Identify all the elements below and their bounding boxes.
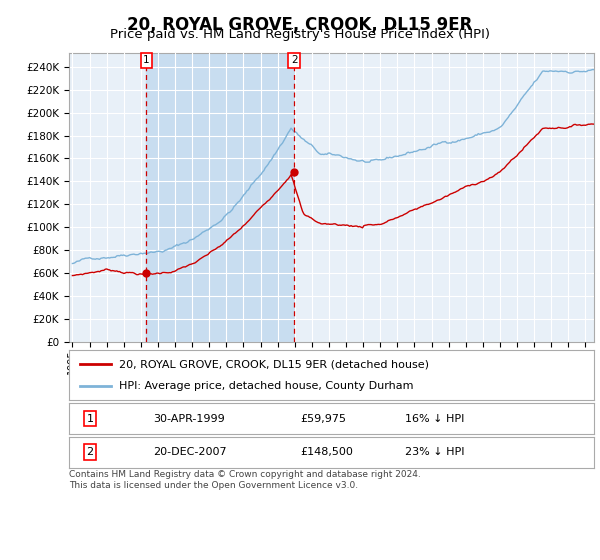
Text: 16% ↓ HPI: 16% ↓ HPI: [405, 414, 464, 423]
Text: 20, ROYAL GROVE, CROOK, DL15 9ER: 20, ROYAL GROVE, CROOK, DL15 9ER: [127, 16, 473, 34]
Text: 1: 1: [143, 55, 150, 66]
Text: 23% ↓ HPI: 23% ↓ HPI: [405, 447, 464, 457]
Bar: [146, 53, 294, 342]
Text: Contains HM Land Registry data © Crown copyright and database right 2024.
This d: Contains HM Land Registry data © Crown c…: [69, 470, 421, 490]
Text: 1: 1: [86, 414, 94, 423]
Text: 2: 2: [86, 447, 94, 457]
Text: £59,975: £59,975: [300, 414, 346, 423]
Text: 2: 2: [291, 55, 298, 66]
Text: HPI: Average price, detached house, County Durham: HPI: Average price, detached house, Coun…: [119, 381, 413, 391]
Text: 30-APR-1999: 30-APR-1999: [153, 414, 225, 423]
Text: £148,500: £148,500: [300, 447, 353, 457]
Text: Price paid vs. HM Land Registry's House Price Index (HPI): Price paid vs. HM Land Registry's House …: [110, 28, 490, 41]
Text: 20-DEC-2007: 20-DEC-2007: [153, 447, 227, 457]
Text: 20, ROYAL GROVE, CROOK, DL15 9ER (detached house): 20, ROYAL GROVE, CROOK, DL15 9ER (detach…: [119, 359, 429, 369]
